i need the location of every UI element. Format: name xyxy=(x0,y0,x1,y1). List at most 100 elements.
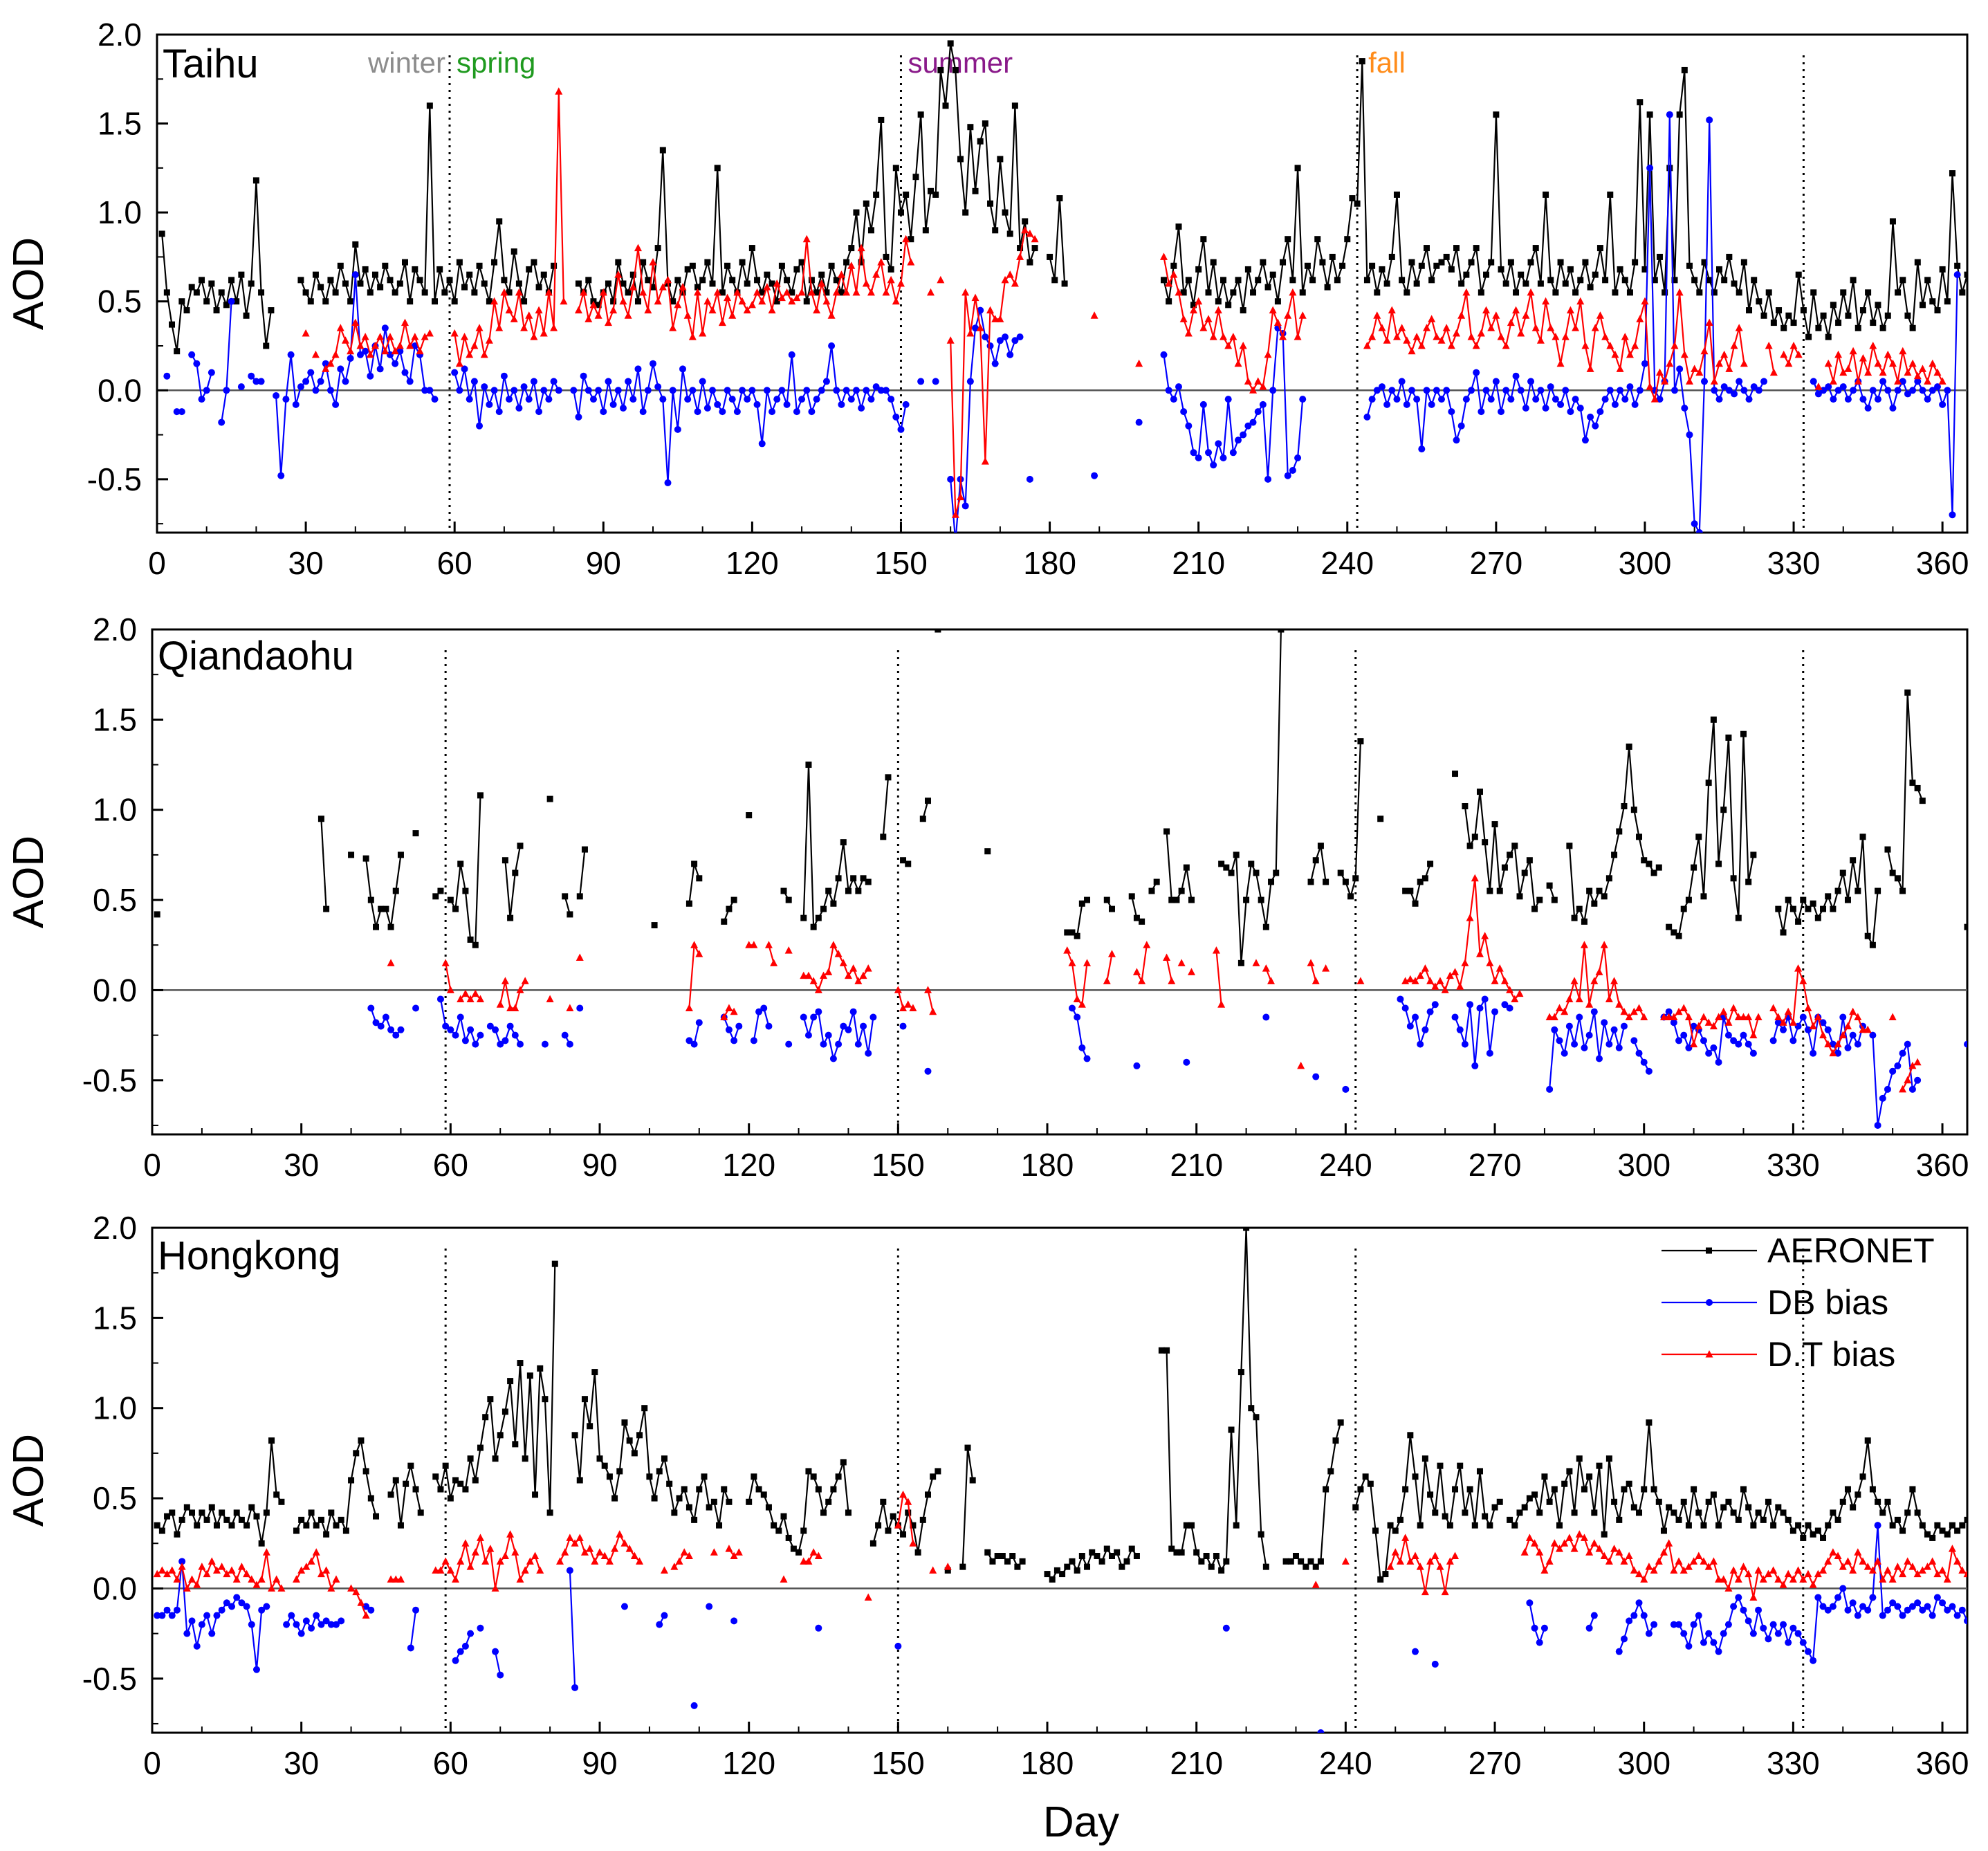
aeronet-point xyxy=(1571,914,1578,921)
db-point xyxy=(1546,1085,1554,1093)
db-point xyxy=(1874,1522,1881,1529)
aeronet-point xyxy=(710,1498,717,1505)
dt-point xyxy=(491,1584,499,1592)
aeronet-point xyxy=(496,218,503,225)
aeronet-point xyxy=(571,1432,578,1439)
dt-point xyxy=(1580,1534,1588,1541)
aeronet-point xyxy=(1452,1486,1459,1493)
db-point xyxy=(1026,475,1033,483)
dt-point xyxy=(436,1566,445,1574)
aeronet-point xyxy=(972,187,979,194)
aeronet-point xyxy=(1195,266,1202,273)
aeronet-point xyxy=(1695,834,1702,840)
aeronet-point xyxy=(1233,851,1240,858)
dt-point xyxy=(1745,1013,1753,1021)
aeronet-point xyxy=(447,1495,454,1502)
aeronet-point xyxy=(1051,277,1058,284)
aeronet-point xyxy=(1825,893,1832,900)
aeronet-point xyxy=(174,1531,181,1538)
aeronet-point xyxy=(432,298,439,305)
dt-point xyxy=(540,329,548,337)
db-point xyxy=(1675,1621,1683,1628)
aeronet-point xyxy=(880,1498,887,1505)
dt-point xyxy=(1090,311,1098,319)
aeronet-point xyxy=(1402,887,1409,894)
dt-point xyxy=(1368,333,1377,340)
aeronet-point xyxy=(1407,887,1414,894)
aeronet-point xyxy=(1531,905,1538,912)
dt-point xyxy=(1453,329,1461,337)
dt-point xyxy=(1659,1013,1668,1021)
db-point xyxy=(342,378,349,385)
aeronet-point xyxy=(1800,307,1807,314)
db-point xyxy=(1486,1049,1493,1057)
aeronet-point xyxy=(1909,324,1916,331)
db-point xyxy=(1016,333,1024,341)
db-point xyxy=(178,1558,186,1565)
db-point xyxy=(1894,387,1902,394)
db-point xyxy=(1456,1026,1464,1033)
aeronet-point xyxy=(219,1509,226,1516)
aeronet-point xyxy=(1865,289,1872,296)
aeronet-point xyxy=(1651,277,1658,284)
dt-point xyxy=(1107,950,1116,957)
aeronet-point xyxy=(1735,1516,1742,1523)
dt-point xyxy=(1620,1007,1628,1015)
db-point xyxy=(1769,1037,1777,1044)
dt-point xyxy=(1780,350,1788,358)
dt-point xyxy=(1724,1584,1733,1592)
db-point xyxy=(1814,390,1822,398)
dt-point xyxy=(1457,311,1466,319)
dt-point xyxy=(1665,1539,1673,1547)
aeronet-point xyxy=(1572,289,1579,296)
aeronet-point xyxy=(910,1522,917,1529)
aeronet-point xyxy=(666,1480,673,1487)
db-point xyxy=(1565,1022,1573,1030)
dt-point xyxy=(902,234,910,243)
series-line xyxy=(1166,831,1193,901)
dt-point xyxy=(1269,306,1277,314)
aeronet-point xyxy=(820,905,827,912)
aeronet-point xyxy=(323,905,330,912)
db-point xyxy=(788,351,795,358)
dt-point xyxy=(946,336,955,344)
aeronet-point xyxy=(252,177,259,184)
aeronet-point xyxy=(1185,277,1192,284)
aeronet-point xyxy=(163,289,170,296)
aeronet-point xyxy=(183,1504,190,1511)
db-point xyxy=(1476,1004,1484,1012)
aeronet-point xyxy=(447,896,454,903)
dt-point xyxy=(814,1551,822,1559)
aeronet-point xyxy=(471,289,478,296)
db-point xyxy=(1944,387,1951,394)
aeronet-point xyxy=(1437,1462,1444,1469)
aeronet-point xyxy=(1103,1545,1110,1552)
aeronet-point xyxy=(855,887,862,894)
dt-point xyxy=(1720,1007,1728,1015)
aeronet-point xyxy=(1879,1509,1886,1516)
aeronet-point xyxy=(1592,271,1599,278)
db-point xyxy=(1690,1621,1697,1628)
aeronet-point xyxy=(760,1491,767,1498)
aeronet-point xyxy=(789,289,795,296)
aeronet-point xyxy=(362,1468,369,1475)
dt-point xyxy=(466,350,474,358)
dt-point xyxy=(1441,1587,1449,1596)
db-point xyxy=(1431,1001,1439,1009)
dt-point xyxy=(441,1557,450,1565)
aeronet-point xyxy=(1954,1527,1961,1534)
db-point xyxy=(739,387,746,394)
dt-point xyxy=(1913,1569,1922,1578)
db-point xyxy=(258,1606,266,1614)
aeronet-point xyxy=(1513,289,1520,296)
aeronet-point xyxy=(1168,1545,1175,1552)
aeronet-point xyxy=(1198,1558,1205,1565)
aeronet-point xyxy=(1815,324,1822,331)
dt-point xyxy=(1675,288,1684,296)
db-point xyxy=(1592,422,1599,430)
aeronet-point xyxy=(1403,289,1410,296)
db-point xyxy=(1561,1049,1568,1057)
dt-point xyxy=(1165,279,1173,287)
